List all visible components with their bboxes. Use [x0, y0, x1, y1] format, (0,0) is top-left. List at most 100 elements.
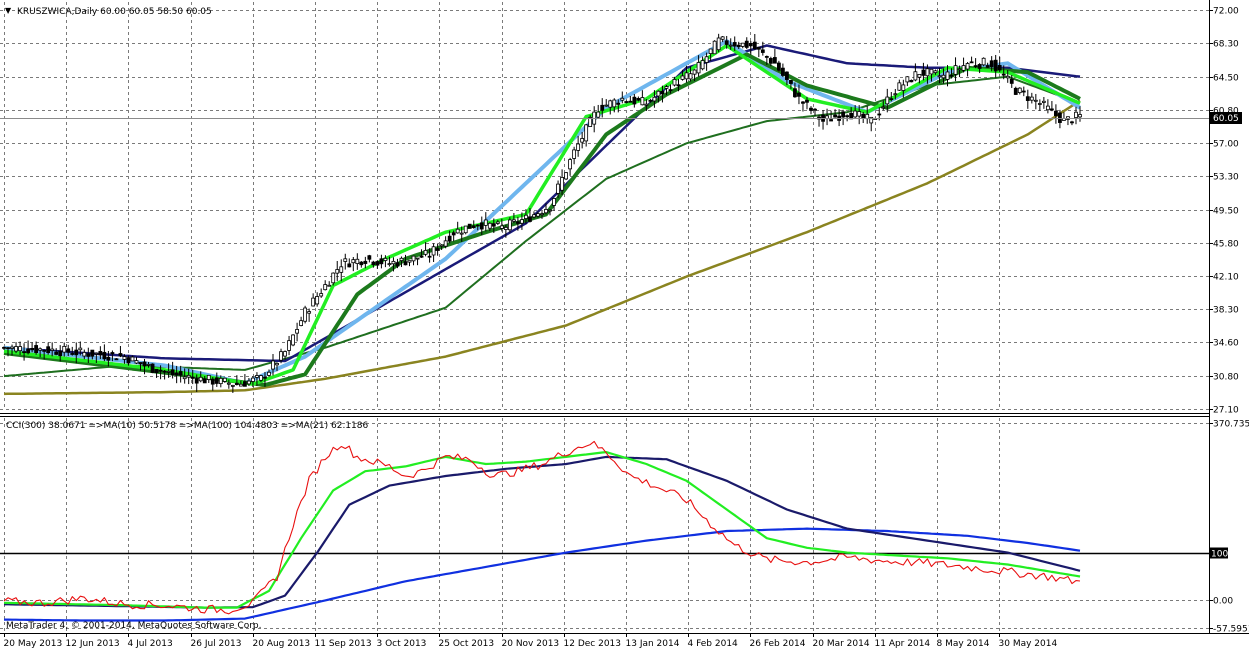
- candle-body: [1041, 100, 1046, 103]
- indicator-tick-label: -57.5951: [1213, 625, 1249, 635]
- candle-body: [14, 346, 18, 352]
- candle-body: [600, 104, 605, 111]
- candle-body: [214, 377, 219, 384]
- candle-body: [242, 381, 247, 387]
- candle-body: [1021, 90, 1026, 93]
- candle-body: [861, 113, 866, 119]
- candle-body: [423, 250, 428, 255]
- candle-body: [752, 41, 757, 50]
- candle-body: [367, 255, 372, 260]
- candle-body: [1013, 87, 1018, 95]
- candle-body: [909, 79, 914, 83]
- candle-body: [255, 375, 259, 378]
- candle-body: [969, 61, 974, 64]
- price-tick-label: 45.80: [1213, 240, 1239, 250]
- candle-body: [82, 352, 87, 357]
- price-tick-label: 53.30: [1213, 173, 1239, 183]
- candle-body: [813, 108, 817, 111]
- candle-body: [913, 71, 918, 81]
- current-price-box: [1210, 112, 1242, 124]
- candle-body: [427, 255, 432, 258]
- candle-body: [54, 351, 59, 355]
- candle-body: [335, 269, 340, 274]
- candle-body: [897, 82, 902, 91]
- candle-body: [66, 348, 71, 353]
- candle-body: [190, 377, 195, 379]
- level-label: 100: [1211, 550, 1228, 560]
- candle-body: [471, 225, 476, 229]
- candle-body: [793, 88, 797, 98]
- indicator-header: CCI(300) 38.0671 =>MA(10) 50.5178 =>MA(1…: [6, 421, 368, 431]
- candle-body: [371, 261, 376, 266]
- candle-body: [825, 115, 829, 119]
- candle-body: [70, 353, 75, 355]
- candle-body: [30, 347, 35, 351]
- candle-body: [495, 221, 500, 224]
- indicator-series-ma100: [4, 527, 1081, 622]
- candle-body: [608, 100, 613, 108]
- candle-body: [210, 378, 215, 385]
- candle-body: [355, 258, 360, 264]
- candle-body: [1017, 87, 1022, 94]
- candle-body: [949, 74, 954, 77]
- candle-body: [845, 115, 850, 118]
- candle-body: [797, 92, 801, 97]
- candle-body: [2, 346, 6, 349]
- candle-body: [62, 345, 67, 353]
- candle-body: [327, 284, 332, 287]
- candle-body: [536, 213, 540, 217]
- candle-body: [785, 71, 789, 80]
- x-tick-label: 20 Nov 2013: [502, 639, 560, 649]
- candle-body: [1029, 96, 1034, 101]
- candle-body: [857, 111, 862, 117]
- candle-body: [403, 261, 408, 266]
- candle-body: [957, 68, 962, 71]
- price-candles: [2, 33, 1082, 393]
- candle-body: [22, 351, 26, 353]
- candle-body: [520, 219, 524, 224]
- symbol-header: KRUSZWICA,Daily 60.00 60.05 58.50 60.05: [17, 7, 212, 17]
- candle-body: [114, 358, 119, 361]
- candle-body: [271, 360, 275, 370]
- candle-body: [809, 107, 813, 111]
- candle-body: [580, 138, 585, 143]
- candle-body: [720, 36, 725, 40]
- series-ma-fast-light: [3, 43, 1081, 386]
- candle-body: [1009, 78, 1014, 84]
- candle-body: [491, 223, 496, 227]
- x-tick-label: 4 Jul 2013: [128, 639, 173, 649]
- candle-body: [564, 172, 568, 180]
- candle-body: [339, 266, 344, 273]
- candle-body: [965, 63, 970, 70]
- candle-body: [648, 99, 653, 102]
- candle-body: [732, 42, 737, 47]
- level-label-box: [1210, 547, 1228, 559]
- x-tick-label: 20 May 2013: [4, 639, 63, 649]
- candle-body: [989, 60, 994, 68]
- candle-body: [503, 227, 508, 230]
- candle-body: [740, 42, 745, 47]
- candle-body: [656, 90, 661, 97]
- candle-body: [776, 62, 781, 71]
- candle-body: [110, 352, 115, 355]
- candle-body: [889, 98, 894, 101]
- candle-body: [78, 347, 83, 351]
- candle-body: [636, 98, 641, 101]
- candle-body: [1074, 111, 1078, 118]
- candle-body: [961, 65, 966, 71]
- indicator-tick-label: 0.00: [1213, 597, 1233, 607]
- candle-body: [90, 349, 95, 357]
- candle-body: [6, 347, 10, 350]
- candle-body: [291, 334, 295, 346]
- x-tick-label: 11 Sep 2013: [315, 639, 372, 649]
- chart-collapse-icon[interactable]: ▼: [5, 6, 12, 15]
- candle-body: [941, 74, 946, 79]
- candle-body: [676, 84, 681, 87]
- candle-body: [540, 213, 544, 216]
- candle-body: [576, 143, 581, 151]
- indicator-series-cci300: [3, 440, 1081, 615]
- candle-body: [34, 345, 39, 354]
- candle-body: [499, 225, 504, 229]
